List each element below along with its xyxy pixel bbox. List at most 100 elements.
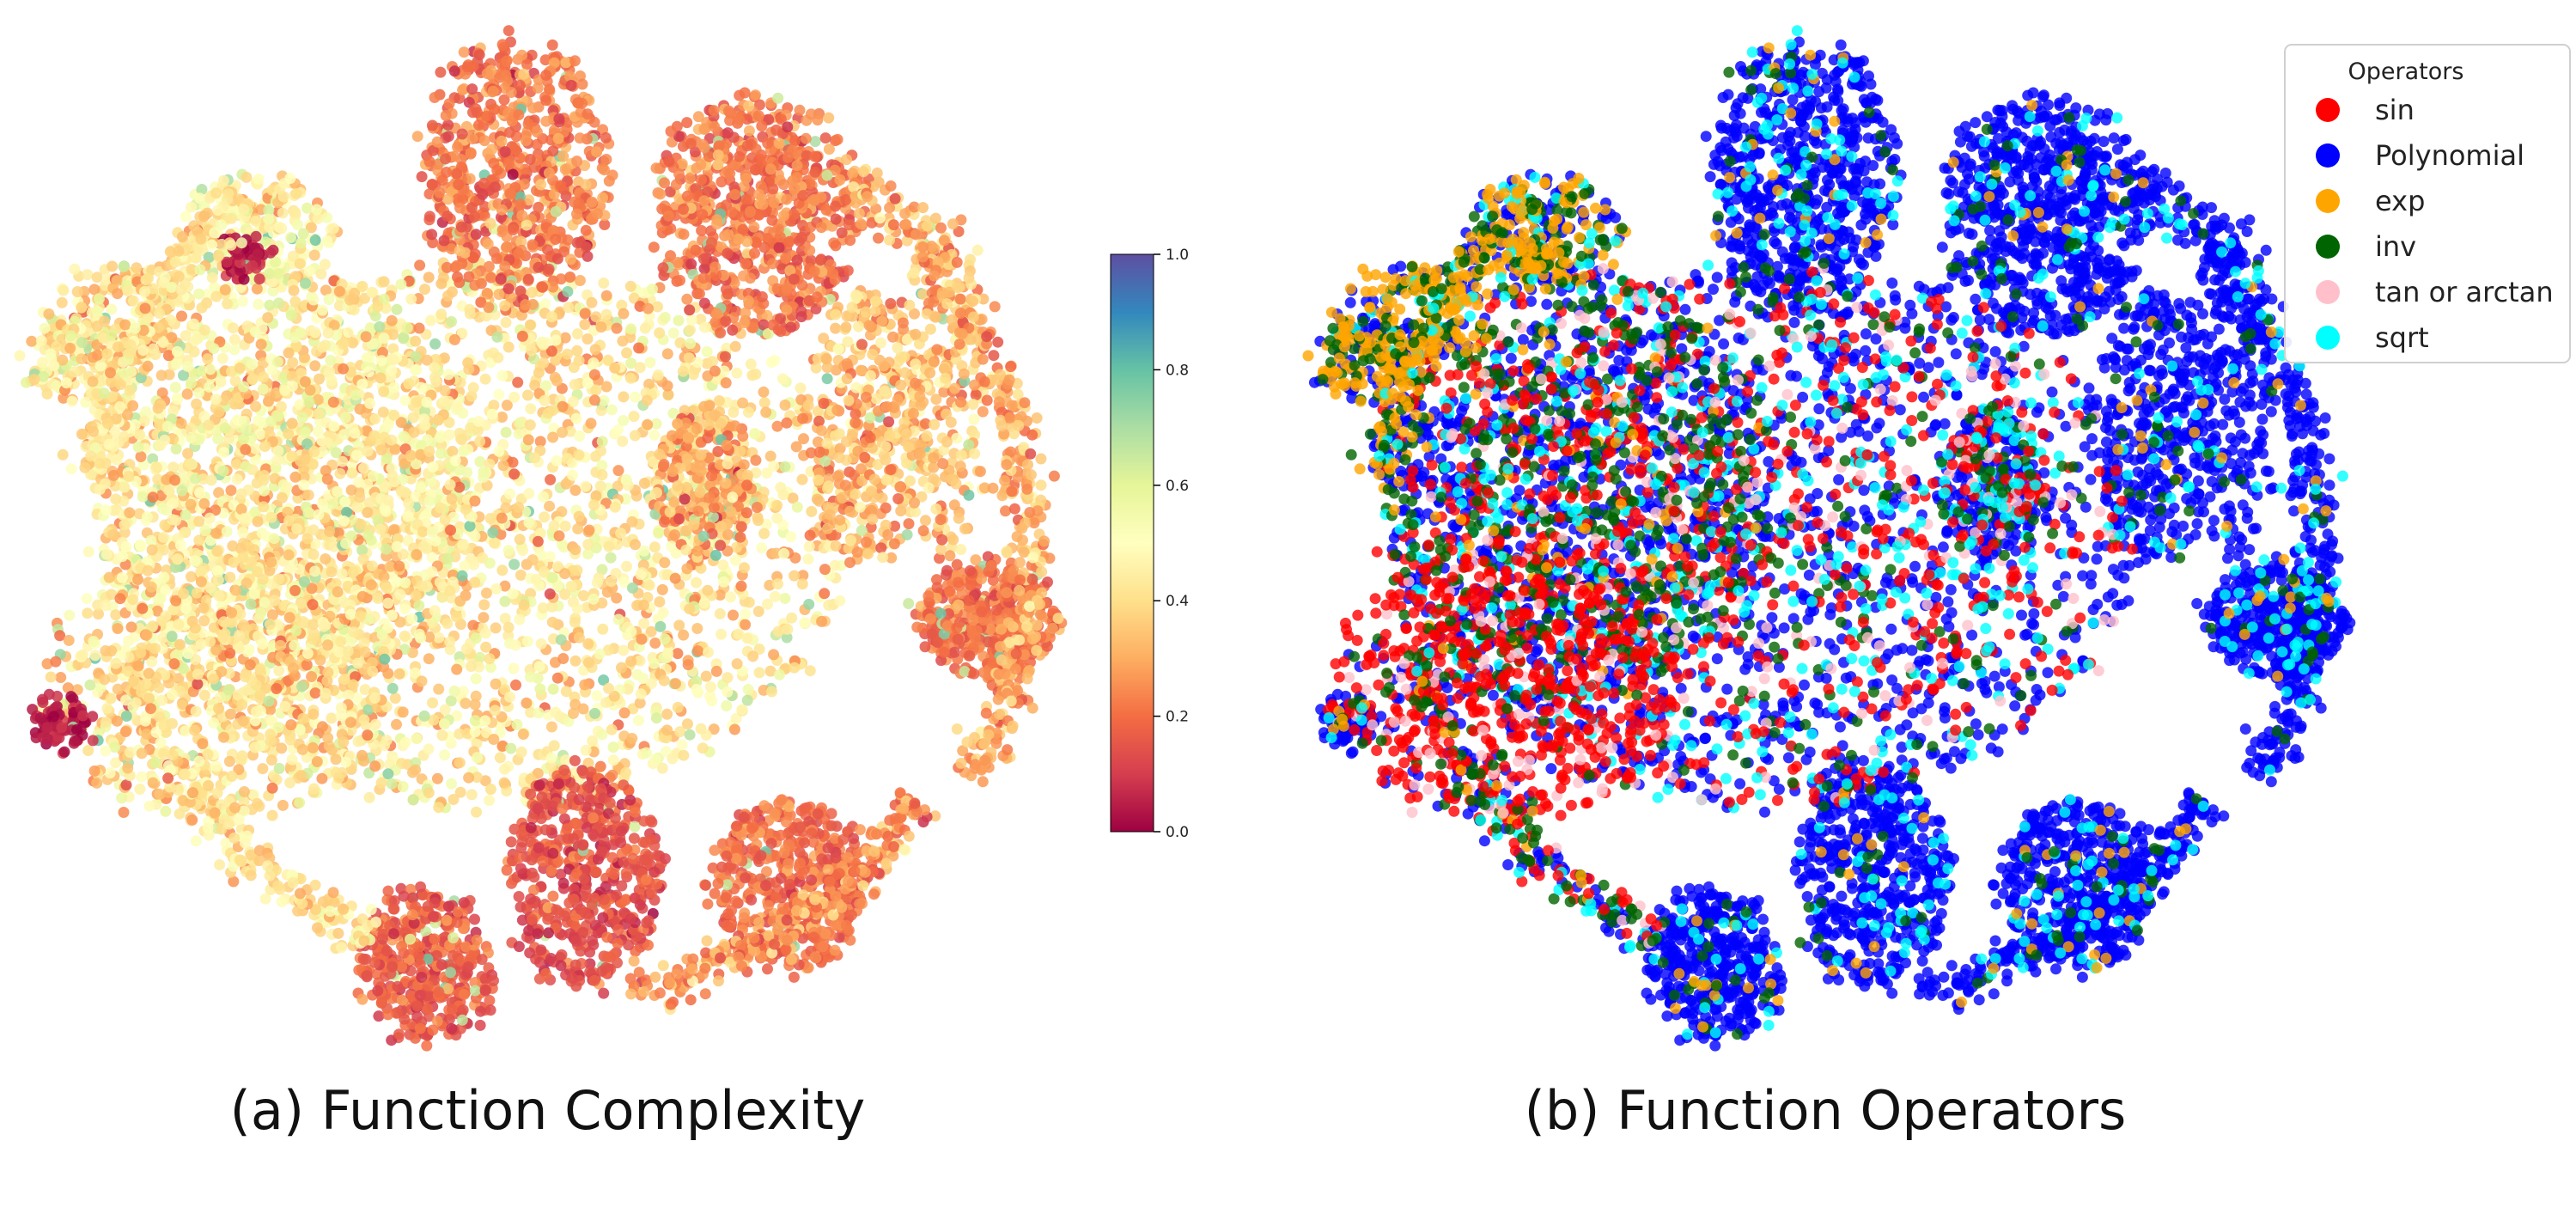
complexity-point — [571, 603, 583, 614]
complexity-point — [625, 625, 637, 638]
complexity-point — [198, 689, 210, 701]
complexity-point — [538, 357, 550, 369]
complexity-point — [443, 429, 455, 441]
complexity-point — [413, 322, 425, 334]
complexity-point — [760, 406, 772, 418]
complexity-point — [535, 638, 547, 650]
complexity-point — [796, 578, 808, 590]
complexity-point — [551, 375, 563, 387]
complexity-point — [100, 645, 112, 656]
complexity-point — [588, 116, 600, 128]
complexity-point — [576, 97, 588, 109]
complexity-point — [669, 572, 681, 584]
complexity-point — [101, 703, 113, 714]
complexity-point — [768, 649, 780, 661]
complexity-point — [618, 391, 630, 403]
complexity-point — [588, 499, 600, 511]
complexity-point — [473, 49, 485, 61]
complexity-point — [659, 633, 671, 645]
complexity-point — [369, 310, 381, 322]
complexity-point — [469, 577, 481, 589]
complexity-point — [527, 239, 539, 251]
complexity-point — [683, 352, 695, 364]
complexity-point — [543, 263, 555, 275]
complexity-point — [545, 721, 557, 733]
complexity-point — [271, 683, 283, 694]
complexity-point — [524, 154, 536, 165]
complexity-point — [569, 485, 582, 497]
complexity-point — [382, 768, 394, 780]
complexity-point — [273, 573, 285, 585]
complexity-point — [491, 164, 503, 176]
complexity-point — [289, 639, 301, 651]
complexity-point — [474, 436, 486, 448]
complexity-point — [444, 636, 456, 648]
complexity-point — [354, 610, 366, 622]
complexity-point — [591, 690, 603, 702]
complexity-point — [265, 511, 277, 523]
complexity-point — [213, 406, 225, 418]
complexity-point — [411, 733, 423, 745]
complexity-point — [533, 201, 545, 213]
complexity-point — [557, 653, 569, 664]
complexity-point — [249, 741, 261, 753]
complexity-point — [198, 602, 210, 614]
complexity-point — [336, 568, 348, 580]
complexity-point — [819, 588, 831, 600]
complexity-point — [427, 697, 439, 709]
complexity-point — [449, 455, 461, 467]
complexity-point — [290, 625, 302, 637]
complexity-point — [203, 419, 215, 431]
complexity-point — [488, 734, 500, 745]
complexity-point — [633, 342, 645, 354]
complexity-point — [500, 316, 512, 328]
complexity-point — [208, 717, 220, 729]
complexity-point — [199, 525, 211, 537]
complexity-point — [521, 636, 533, 647]
complexity-point — [223, 432, 234, 444]
complexity-point — [176, 485, 188, 497]
complexity-point — [605, 552, 617, 564]
complexity-point — [467, 619, 479, 631]
complexity-point — [490, 678, 502, 690]
complexity-point — [217, 465, 229, 477]
complexity-point — [685, 338, 697, 350]
complexity-point — [598, 278, 610, 289]
complexity-point — [548, 422, 560, 434]
complexity-point — [159, 434, 171, 446]
complexity-point — [381, 582, 393, 594]
complexity-point — [311, 756, 323, 767]
complexity-point — [609, 362, 621, 374]
complexity-point — [650, 753, 661, 765]
complexity-point — [258, 501, 270, 513]
complexity-point — [124, 507, 136, 519]
complexity-point — [743, 596, 755, 608]
complexity-point — [225, 485, 237, 497]
complexity-point — [766, 686, 777, 698]
complexity-point — [507, 588, 519, 600]
complexity-point — [297, 712, 309, 724]
complexity-point — [796, 473, 808, 485]
complexity-point — [399, 486, 411, 498]
complexity-point — [752, 515, 764, 527]
complexity-point — [326, 712, 338, 724]
complexity-point — [215, 375, 227, 387]
complexity-point — [307, 599, 319, 611]
complexity-point — [287, 662, 299, 674]
complexity-point — [368, 430, 381, 442]
complexity-point — [597, 623, 609, 635]
complexity-point — [635, 688, 647, 700]
complexity-point — [196, 302, 208, 314]
complexity-point — [521, 697, 533, 709]
complexity-point — [719, 351, 731, 363]
complexity-point — [515, 746, 527, 758]
complexity-point — [611, 592, 623, 604]
complexity-point — [272, 722, 284, 734]
complexity-point — [551, 672, 563, 684]
complexity-point — [779, 400, 791, 411]
complexity-point — [372, 593, 384, 604]
complexity-point — [441, 261, 453, 273]
complexity-point — [620, 473, 632, 485]
complexity-point — [386, 609, 398, 621]
complexity-point — [195, 565, 207, 577]
